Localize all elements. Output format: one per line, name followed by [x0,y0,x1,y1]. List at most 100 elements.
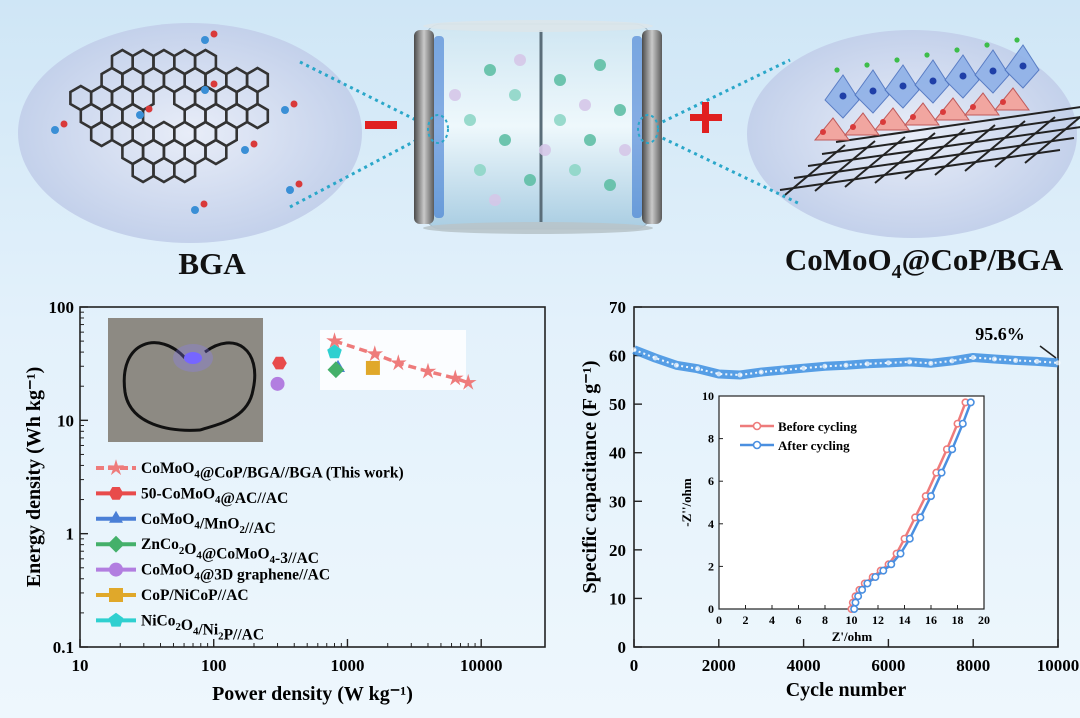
x-tick-label: 10000 [1037,656,1080,675]
x-axis-label: Power density (W kg⁻¹) [212,683,413,705]
inset-data-point [905,534,914,543]
device-photo [108,318,263,442]
ion [569,164,581,176]
oxygen-atom [1000,99,1006,105]
metal-atom [1019,62,1027,70]
plot-frame [633,306,1059,648]
inset-frame [718,395,985,610]
inset-x-axis-label: Z'/ohm [832,629,873,644]
inset-data-point [887,560,896,569]
inset-legend-label: After cycling [778,438,850,453]
metal-atom [899,82,907,90]
ion [554,114,566,126]
legend-label: ZnCo2O4@CoMoO4-3//AC [141,536,319,567]
led-icon [184,352,202,364]
legend-label: CoMoO4@CoP/BGA//BGA (This work) [141,460,404,482]
data-point [327,344,342,359]
series-line [333,339,469,385]
inset-y-tick-label: 0 [708,602,714,616]
inset-x-tick-label: 2 [743,613,749,627]
data-point [419,362,437,379]
legend-marker [108,612,124,627]
y-tick-label: 70 [609,298,626,317]
legend-marker [109,562,123,577]
nitrogen-atom [201,86,209,94]
x-tick-label: 6000 [871,656,905,675]
metal-atom [839,92,847,100]
y-axis-label: Energy density (Wh kg⁻¹) [23,367,45,587]
data-point [716,371,722,377]
ion [509,89,521,101]
inset-data-point [926,492,935,501]
highlight-box [320,330,466,390]
grid-line [779,149,1061,191]
ion [584,134,596,146]
data-point [365,360,380,375]
legend-marker [109,510,123,523]
data-point [459,373,477,390]
x-tick-label: 0 [630,656,639,675]
inset-data-point [850,604,859,613]
legend-label: CoMoO4@3D graphene//AC [141,562,330,584]
data-point [270,376,285,391]
oxygen-atom [60,120,68,128]
x-tick-label: 10 [72,656,89,675]
legend-marker [107,459,125,476]
bga-lattice-icon [51,30,303,214]
inset-legend-label: Before cycling [778,419,857,434]
oxygen-atom [894,57,900,63]
x-tick-label: 10000 [460,656,503,675]
oxygen-atom [924,52,930,58]
series-1: 50-CoMoO4@AC//AC [96,356,288,507]
ion [464,114,476,126]
nitrogen-atom [281,106,289,114]
data-point [949,358,955,364]
inset-data-point [863,579,872,588]
inset-legend-marker [752,421,762,431]
inset-data-point [854,592,863,601]
data-point [928,360,934,366]
data-point [652,355,658,361]
ion [449,89,461,101]
inset-x-tick-label: 0 [716,613,722,627]
y-axis-label: Specific capacitance (F g⁻¹) [579,361,601,594]
data-point [327,361,345,379]
legend-label: NiCo2O4/Ni2P//AC [141,612,264,643]
data-point [970,355,976,361]
oxygen-atom [864,62,870,68]
photo-background [108,318,263,442]
legend-marker [107,535,125,553]
hexagon-ring [173,156,197,184]
metal-atom [989,67,997,75]
oxygen-atom [984,42,990,48]
series-6: NiCo2O4/Ni2P//AC [96,344,342,643]
x-tick-label: 8000 [956,656,990,675]
y-tick-label: 0 [618,638,627,657]
grid-line [784,144,846,196]
nitrogen-atom [51,126,59,134]
minus-sign-icon [365,121,397,129]
data-point [1013,357,1019,363]
inset-data-point [948,445,957,454]
data-point [864,361,870,367]
ragone-chart: 10 100 1000 10000 0.1 1 10 100 Power density (W … [23,298,546,705]
inset-data-point [858,585,867,594]
inset-data-point [937,468,946,477]
oxygen-atom [145,105,153,113]
data-point [1055,360,1061,366]
grid-line [807,126,1080,167]
ion [619,144,631,156]
composite-structure-icon [779,37,1080,196]
y-tick-label: 40 [609,444,626,463]
data-point [695,366,701,372]
nitrogen-atom [201,36,209,44]
composite-label: CoMoO4@CoP/BGA [785,242,1064,283]
ion [499,134,511,146]
oxygen-atom [820,129,826,135]
inset-y-tick-label: 8 [708,432,714,446]
ion [554,74,566,86]
schematic: BGA CoMoO4@CoP/BGA [18,20,1080,283]
grid-line [1024,115,1080,164]
nitrogen-atom [286,186,294,194]
data-point [390,354,407,371]
